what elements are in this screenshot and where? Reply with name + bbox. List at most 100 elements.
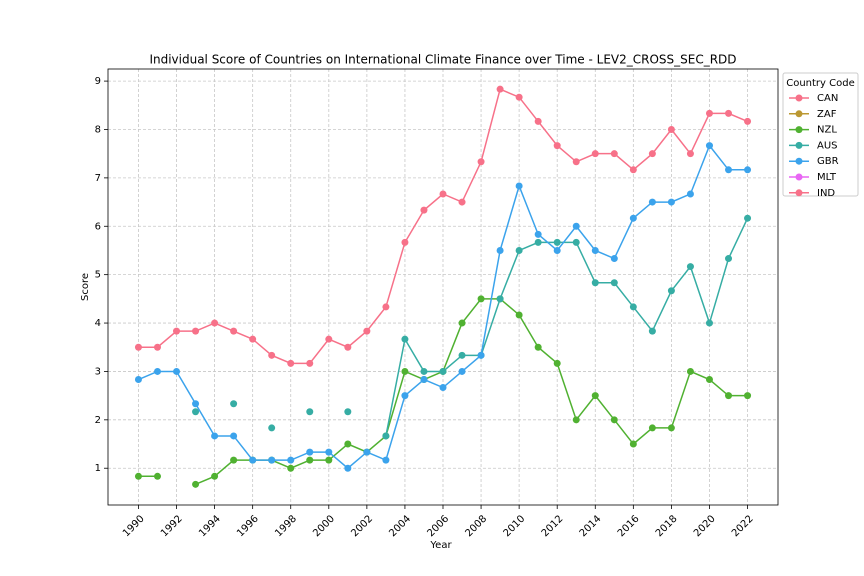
data-point <box>725 166 733 174</box>
y-tick-label: 6 <box>95 221 101 232</box>
data-point <box>458 367 466 375</box>
data-point <box>477 295 485 303</box>
data-point <box>134 376 142 384</box>
series-line <box>385 217 749 437</box>
data-point <box>477 158 485 166</box>
legend-label: GBR <box>817 156 839 167</box>
data-point <box>458 198 466 206</box>
y-tick-label: 7 <box>95 173 101 184</box>
data-point <box>401 335 409 343</box>
data-point <box>306 448 314 456</box>
data-point <box>268 456 276 464</box>
data-point <box>686 367 694 375</box>
data-point <box>591 150 599 158</box>
y-tick-label: 5 <box>95 270 101 281</box>
data-point <box>439 384 447 392</box>
data-point <box>382 303 390 311</box>
legend-label: IND <box>817 188 835 199</box>
data-point <box>744 392 752 400</box>
x-axis-label: Year <box>429 540 452 551</box>
data-point <box>363 448 371 456</box>
data-point <box>610 255 618 263</box>
data-point <box>420 376 428 384</box>
data-point <box>705 142 713 150</box>
data-point <box>610 416 618 424</box>
data-point <box>534 117 542 125</box>
data-point <box>553 359 561 367</box>
data-point <box>458 319 466 327</box>
data-point <box>420 367 428 375</box>
legend-marker <box>795 126 803 134</box>
data-point <box>287 456 295 464</box>
y-tick-label: 8 <box>95 124 101 135</box>
data-point <box>496 246 504 254</box>
data-point <box>705 109 713 117</box>
data-point <box>382 456 390 464</box>
data-point <box>572 222 580 230</box>
chart-title: Individual Score of Countries on Interna… <box>149 53 736 67</box>
data-point <box>744 214 752 222</box>
legend-marker <box>795 173 803 181</box>
data-point <box>610 150 618 158</box>
data-point <box>325 335 333 343</box>
data-point <box>515 311 523 319</box>
legend-label: MLT <box>817 172 837 183</box>
data-point <box>192 480 200 488</box>
data-point <box>705 376 713 384</box>
data-point <box>439 190 447 198</box>
legend-marker <box>795 94 803 102</box>
data-point <box>572 416 580 424</box>
data-point <box>153 472 161 480</box>
y-tick-label: 3 <box>95 366 101 377</box>
data-point <box>230 327 238 335</box>
data-point <box>192 327 200 335</box>
data-point <box>744 166 752 174</box>
data-point <box>458 351 466 359</box>
data-point <box>686 150 694 158</box>
data-point <box>306 359 314 367</box>
data-point <box>153 343 161 351</box>
data-point <box>363 327 371 335</box>
data-point <box>401 392 409 400</box>
data-point <box>344 408 352 416</box>
data-point <box>725 109 733 117</box>
data-point <box>534 230 542 238</box>
data-point <box>534 343 542 351</box>
data-point <box>306 408 314 416</box>
data-point <box>591 246 599 254</box>
data-point <box>572 158 580 166</box>
data-point <box>496 85 504 93</box>
data-point <box>287 359 295 367</box>
data-point <box>705 319 713 327</box>
data-point <box>534 238 542 246</box>
legend-marker <box>795 157 803 165</box>
legend-label: CAN <box>817 93 838 104</box>
data-point <box>192 400 200 408</box>
data-point <box>249 456 257 464</box>
data-point <box>553 238 561 246</box>
data-point <box>401 367 409 375</box>
data-point <box>515 246 523 254</box>
data-point <box>667 198 675 206</box>
data-point <box>211 319 219 327</box>
data-point <box>325 456 333 464</box>
y-tick-label: 1 <box>95 463 101 474</box>
data-point <box>648 150 656 158</box>
data-point <box>173 327 181 335</box>
data-point <box>344 440 352 448</box>
legend-title: Country Code <box>786 78 855 89</box>
data-point <box>401 238 409 246</box>
data-point <box>344 464 352 472</box>
data-point <box>629 166 637 174</box>
data-point <box>173 367 181 375</box>
data-point <box>553 142 561 150</box>
data-point <box>515 93 523 101</box>
y-tick-label: 4 <box>95 318 101 329</box>
data-point <box>230 400 238 408</box>
y-tick-label: 2 <box>95 415 101 426</box>
data-point <box>610 279 618 287</box>
data-point <box>648 327 656 335</box>
data-point <box>686 190 694 198</box>
